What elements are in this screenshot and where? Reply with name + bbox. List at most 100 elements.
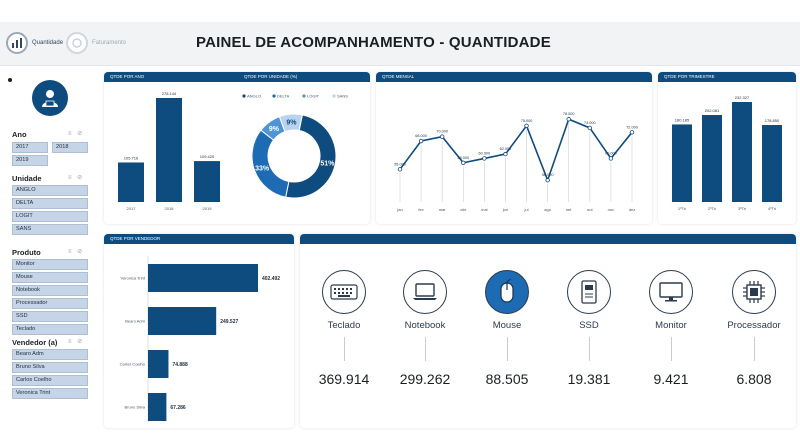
chart-qtde-por-unidade: ANGLO DELTA LOGIT SANS 51% 33% 9% 9%: [242, 94, 348, 199]
series-line: [399, 118, 633, 183]
x-tick-label: ago: [544, 207, 551, 212]
data-point: [587, 125, 593, 131]
page-title: PAINEL DE ACOMPANHAMENTO - QUANTIDADE: [196, 34, 551, 51]
monitor-icon: [649, 270, 693, 314]
point-value-label: 60.000: [605, 151, 617, 155]
panel-produtos-header: [300, 234, 796, 244]
bar-value-label: 109.420: [200, 154, 215, 159]
filter-chip-mouse[interactable]: Mouse: [12, 272, 88, 283]
filter-sidebar: Ano ≡ ⊘ 2017 2018 2019 Unidade ≡ ⊘ ANGLO…: [4, 72, 100, 432]
product-card-ssd: SSD 19.381: [549, 270, 629, 387]
money-icon: [66, 32, 88, 54]
product-card-teclado: Teclado 369.914: [304, 270, 384, 387]
x-tick-label: 2ºTri: [708, 206, 716, 211]
x-tick-label: nov: [608, 207, 614, 212]
filter-ano-clear-icon[interactable]: ≡ ⊘: [68, 131, 85, 137]
x-tick-label: 2018: [165, 206, 175, 211]
y-tick-label: Carlos Coelho: [120, 362, 146, 367]
mouse-icon: [485, 270, 529, 314]
data-point: [608, 156, 614, 161]
x-tick-label: set: [566, 207, 572, 212]
slice-value-label: 9%: [286, 120, 297, 127]
x-tick-label: out: [587, 207, 593, 212]
data-point: [461, 160, 466, 165]
filter-unidade-clear-icon[interactable]: ≡ ⊘: [68, 175, 85, 181]
bar: [194, 161, 220, 202]
chart-qtde-por-trimestre: 180.185 1ºTri 202.081 2ºTri 232.327 3ºTri 178.…: [672, 95, 782, 211]
bar: [702, 115, 722, 202]
bar-value-label: 249.527: [220, 319, 238, 325]
bullet-dot: [8, 78, 12, 82]
filter-produto-title: Produto: [12, 248, 41, 257]
panel-vendedor-header: QTDE POR VENDEDOR: [104, 234, 294, 244]
filter-ano-title: Ano: [12, 130, 27, 139]
tab-quantidade[interactable]: Quantidade: [6, 30, 63, 56]
product-value-processador: 6.808: [736, 371, 772, 387]
slice-value-label: 9%: [269, 126, 280, 133]
product-name-ssd: SSD: [579, 320, 599, 331]
panel-vendedor: QTDE POR VENDEDOR Veronica Trint 402.492 B…: [104, 234, 294, 428]
x-tick-label: mar: [439, 207, 447, 212]
filter-chip-delta[interactable]: DELTA: [12, 198, 88, 209]
filter-chip-anglo[interactable]: ANGLO: [12, 185, 88, 196]
data-point: [439, 134, 445, 139]
bar: [148, 393, 167, 421]
x-tick-label: 2019: [203, 206, 213, 211]
tab-faturamento[interactable]: Faturamento: [66, 30, 126, 56]
point-value-label: 60.000: [479, 151, 491, 155]
x-tick-label: 3ºTri: [738, 206, 746, 211]
bar: [672, 124, 692, 202]
panel-unidade-title: QTDE POR UNIDADE (%): [244, 74, 298, 79]
x-tick-label: dez: [629, 207, 635, 212]
panel-mensal-title: QTDE MENSAL: [382, 74, 415, 79]
x-tick-label: 2017: [127, 206, 137, 211]
filter-produto-clear-icon[interactable]: ≡ ⊘: [68, 249, 85, 255]
point-value-label: 70.000: [436, 130, 448, 134]
chart-qtde-por-vendedor: Veronica Trint 402.492 Bearo Adm 249.527 Car…: [120, 256, 280, 422]
divider-line: [424, 337, 426, 361]
filter-chip-monitor[interactable]: Monitor: [12, 259, 88, 270]
bar-value-label: 232.327: [735, 95, 750, 100]
filter-chip-bearo-adm[interactable]: Bearo Adm: [12, 349, 88, 360]
filter-vendedor-title: Vendedor (a): [12, 338, 58, 347]
divider-line: [753, 337, 755, 361]
filter-chip-ano-2018[interactable]: 2018: [52, 142, 88, 153]
panel-ano-unidade: QTDE POR ANO QTDE POR UNIDADE (%) 105.71…: [104, 72, 370, 224]
tab-quantidade-label: Quantidade: [32, 40, 64, 46]
bar: [762, 125, 782, 202]
user-avatar-icon: [32, 80, 68, 116]
filter-chip-processador[interactable]: Processador: [12, 298, 88, 309]
filter-chip-notebook[interactable]: Notebook: [12, 285, 88, 296]
filter-chip-veronica-trint[interactable]: Veronica Trint: [12, 388, 88, 399]
filter-chip-ssd[interactable]: SSD: [12, 311, 88, 322]
bar-value-label: 402.492: [262, 276, 280, 282]
data-point: [566, 117, 571, 122]
data-point: [397, 167, 403, 172]
bar: [118, 162, 144, 202]
product-value-ssd: 19.381: [567, 371, 611, 387]
filter-chip-ano-2019[interactable]: 2019: [12, 155, 48, 166]
legend-marker: [332, 94, 336, 98]
point-value-label: 58.000: [457, 156, 469, 160]
y-tick-label: Veronica Trint: [121, 276, 146, 281]
filter-vendedor-clear-icon[interactable]: ≡ ⊘: [68, 339, 85, 345]
filter-chip-teclado[interactable]: Teclado: [12, 324, 88, 335]
product-value-mouse: 88.505: [485, 371, 529, 387]
point-value-label: 74.000: [584, 121, 596, 125]
filter-chip-bruno-silva[interactable]: Bruno Silva: [12, 362, 88, 373]
slice-value-label: 51%: [320, 160, 335, 167]
point-value-label: 75.000: [521, 119, 533, 123]
divider-line: [670, 337, 672, 361]
filter-chip-logit[interactable]: LOGIT: [12, 211, 88, 222]
filter-chip-carlos-coelho[interactable]: Carlos Coelho: [12, 375, 88, 386]
bar: [156, 98, 182, 202]
bar-value-label: 180.185: [675, 117, 690, 122]
filter-chip-ano-2017[interactable]: 2017: [12, 142, 48, 153]
bar-value-label: 178.850: [765, 118, 780, 123]
point-value-label: 50.000: [542, 173, 554, 177]
data-point: [629, 130, 635, 135]
panel-trimestre-header: QTDE POR TRIMESTRE: [658, 72, 796, 82]
bar: [148, 350, 169, 378]
filter-chip-sans[interactable]: SANS: [12, 224, 88, 235]
x-tick-label: abr: [460, 207, 466, 212]
